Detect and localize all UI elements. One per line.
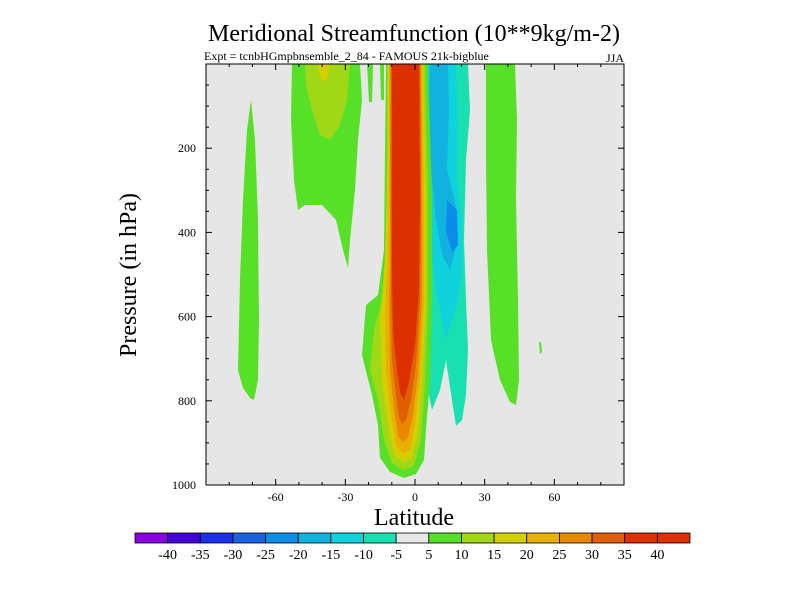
colorbar-swatch: [232, 532, 266, 544]
y-tick-label: 600: [178, 310, 196, 324]
contour-region-neg-core: [446, 200, 458, 252]
y-tick-label: 400: [178, 225, 196, 239]
y-tick-label: 200: [178, 141, 196, 155]
colorbar-swatch: [461, 532, 495, 544]
colorbar-swatch: [265, 532, 299, 544]
contour-region-nh-lobe: [486, 64, 519, 405]
x-tick-label: -30: [337, 490, 353, 504]
colorbar-label: -5: [390, 548, 402, 563]
y-axis-label: Pressure (in hPa): [116, 193, 142, 357]
x-axis-ticks: -60 -30 0 30 60: [205, 64, 625, 504]
colorbar-label: 35: [618, 548, 632, 563]
colorbar-swatch: [134, 532, 169, 544]
colorbar-label: -15: [322, 548, 341, 563]
plot-area: -60 -30 0 30 60 200 400 600 800 1000: [172, 63, 625, 504]
colorbar-label: 15: [487, 548, 501, 563]
contour-region-sh-inner-strip2: [380, 64, 384, 100]
colorbar-label: -40: [158, 548, 177, 563]
contour-region-sh-lobe: [291, 64, 362, 268]
colorbar-label: -25: [256, 548, 275, 563]
colorbar-swatch: [167, 532, 201, 544]
x-tick-label: 0: [412, 490, 418, 504]
colorbar-label: 40: [650, 548, 664, 563]
contour-fill: [238, 64, 542, 478]
colorbar-label: 20: [520, 548, 534, 563]
y-tick-label: 800: [178, 394, 196, 408]
colorbar-label: 30: [585, 548, 599, 563]
colorbar-label: -20: [289, 548, 308, 563]
contour-region-nh-small: [539, 342, 542, 354]
contour-region-sh-lobe-inner: [305, 64, 350, 140]
x-axis-label: Latitude: [374, 505, 454, 531]
colorbar-swatch: [559, 532, 593, 544]
colorbar-swatch: [330, 532, 364, 544]
contour-region-sh-inner-strip: [367, 64, 373, 102]
y-axis-ticks: 200 400 600 800 1000: [172, 63, 624, 492]
colorbar-label: -30: [224, 548, 243, 563]
colorbar-swatch: [395, 532, 430, 544]
colorbar-swatch: [526, 532, 560, 544]
contour-region-sh-far: [238, 100, 259, 400]
contour-region-pos-35: [392, 64, 420, 400]
colorbar-swatch: [656, 532, 691, 544]
colorbar-swatch: [624, 532, 658, 544]
experiment-subtitle: Expt = tcnbHGmpbnsemble_2_84 - FAMOUS 21…: [204, 49, 489, 63]
x-tick-label: 30: [479, 490, 491, 504]
colorbar-label: 10: [454, 548, 468, 563]
contour-region-sh-lobe-core: [318, 64, 330, 82]
colorbar: -40 -35 -30 -25 -20 -15 -10 -5 5 10 15 20 25 30 35 40: [134, 532, 691, 563]
colorbar-label: -35: [191, 548, 210, 563]
colorbar-swatch: [199, 532, 234, 544]
colorbar-label: 5: [425, 548, 432, 563]
colorbar-swatch: [297, 532, 332, 544]
colorbar-swatch: [363, 532, 397, 544]
chart-title: Meridional Streamfunction (10**9kg/m-2): [208, 21, 620, 47]
colorbar-swatch: [428, 532, 462, 544]
colorbar-label: -10: [354, 548, 373, 563]
colorbar-swatch: [493, 532, 528, 544]
x-tick-label: 60: [548, 490, 560, 504]
season-label: JJA: [606, 51, 624, 65]
y-tick-label: 1000: [172, 478, 196, 492]
x-tick-label: -60: [268, 490, 284, 504]
colorbar-label: 25: [552, 548, 566, 563]
colorbar-swatch: [591, 532, 626, 544]
